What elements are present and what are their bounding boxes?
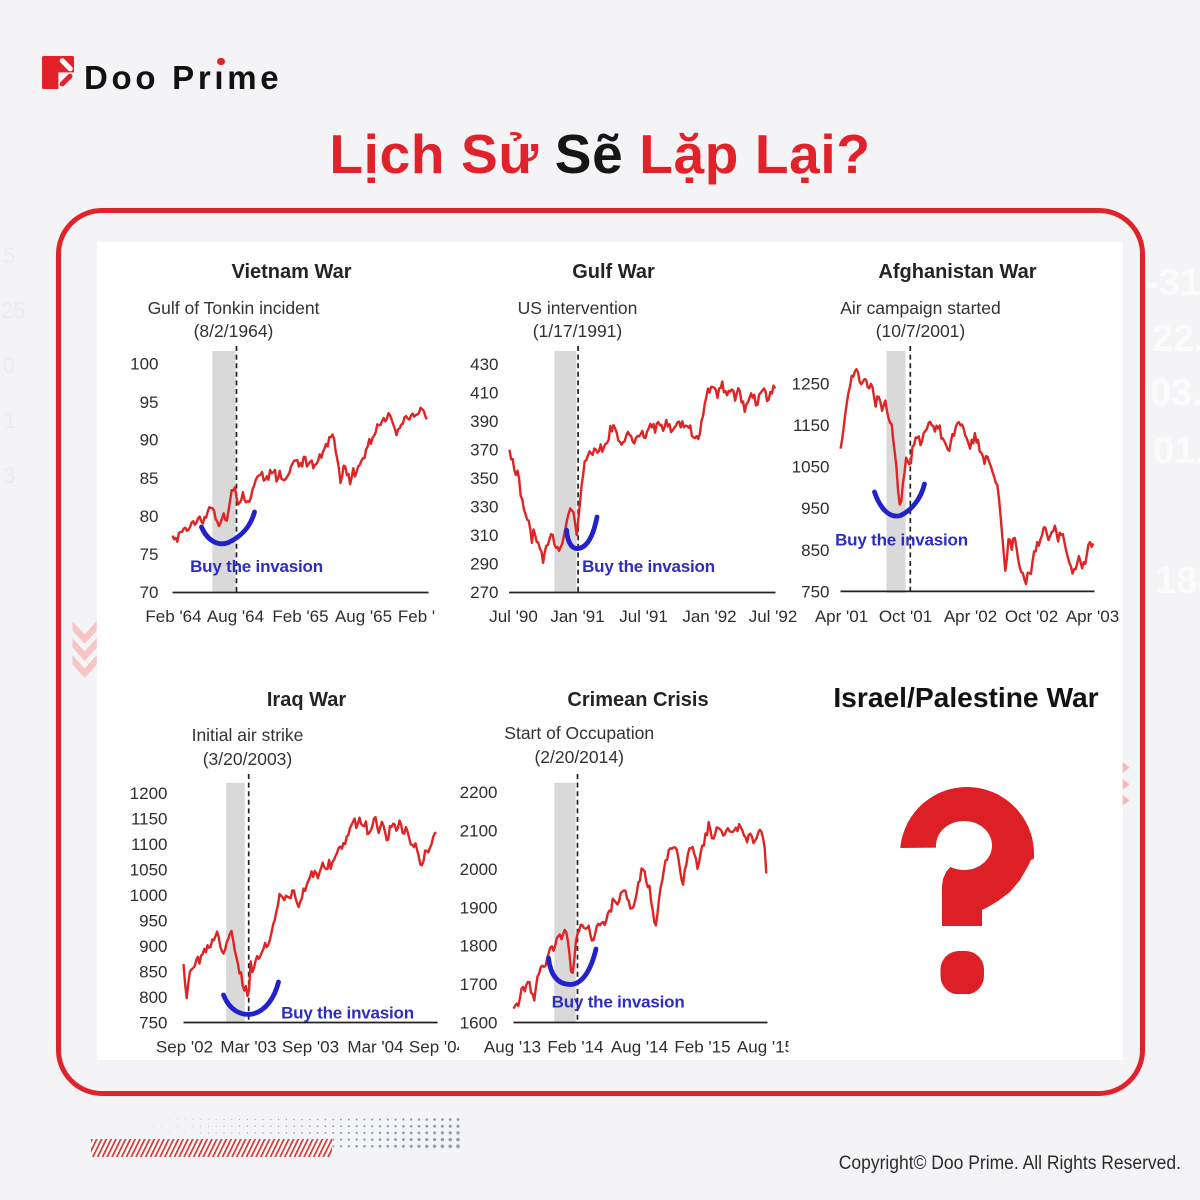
- svg-text:410: 410: [470, 384, 498, 403]
- svg-text:800: 800: [139, 988, 167, 1007]
- svg-text:Mar '03: Mar '03: [220, 1038, 276, 1057]
- svg-text:Aug '13: Aug '13: [483, 1038, 540, 1057]
- svg-text:950: 950: [139, 912, 167, 931]
- svg-text:Buy the invasion: Buy the invasion: [551, 993, 684, 1012]
- svg-text:270: 270: [470, 583, 498, 602]
- svg-text:(8/2/1964): (8/2/1964): [193, 321, 273, 341]
- svg-text:2000: 2000: [459, 860, 497, 879]
- svg-text:Buy the invasion: Buy the invasion: [190, 557, 323, 576]
- svg-text:1150: 1150: [792, 416, 829, 435]
- svg-text:390: 390: [470, 412, 498, 431]
- svg-text:Mar '04: Mar '04: [347, 1038, 403, 1057]
- svg-text:1900: 1900: [459, 898, 497, 917]
- svg-text:(1/17/1991): (1/17/1991): [532, 321, 622, 341]
- svg-text:75: 75: [139, 545, 158, 564]
- svg-text:90: 90: [139, 431, 158, 450]
- svg-text:1050: 1050: [791, 458, 829, 477]
- svg-text:Apr '02: Apr '02: [943, 607, 996, 626]
- svg-text:750: 750: [139, 1014, 167, 1033]
- svg-text:Apr '03: Apr '03: [1065, 607, 1118, 626]
- svg-text:850: 850: [139, 963, 167, 982]
- svg-text:Initial air strike: Initial air strike: [191, 725, 303, 745]
- svg-text:310: 310: [470, 526, 498, 545]
- svg-text:Feb '64: Feb '64: [145, 607, 201, 626]
- svg-text:Gulf of Tonkin incident: Gulf of Tonkin incident: [147, 298, 319, 318]
- svg-text:1000: 1000: [129, 886, 167, 905]
- svg-text:1250: 1250: [791, 374, 829, 393]
- svg-text:Aug '14: Aug '14: [610, 1038, 667, 1057]
- svg-text:Crimean Crisis: Crimean Crisis: [567, 689, 708, 711]
- svg-text:Gulf War: Gulf War: [572, 261, 655, 283]
- svg-text:370: 370: [470, 441, 498, 460]
- svg-text:1200: 1200: [129, 784, 167, 803]
- svg-text:Jan '91: Jan '91: [550, 607, 604, 626]
- svg-text:Sep '03: Sep '03: [281, 1038, 338, 1057]
- svg-text:Vietnam War: Vietnam War: [231, 261, 351, 283]
- svg-text:Oct '01: Oct '01: [878, 607, 931, 626]
- svg-text:Afghanistan War: Afghanistan War: [878, 261, 1036, 283]
- svg-text:900: 900: [139, 937, 167, 956]
- svg-text:(2/20/2014): (2/20/2014): [534, 747, 624, 767]
- svg-text:Buy the invasion: Buy the invasion: [281, 1004, 414, 1023]
- svg-text:1800: 1800: [459, 937, 497, 956]
- svg-text:Aug '64: Aug '64: [206, 607, 263, 626]
- svg-text:290: 290: [470, 555, 498, 574]
- svg-text:70: 70: [139, 583, 158, 602]
- svg-text:Air campaign started: Air campaign started: [840, 298, 1001, 318]
- svg-text:2200: 2200: [459, 783, 497, 802]
- svg-text:100: 100: [130, 355, 158, 374]
- svg-text:Jul '92: Jul '92: [748, 607, 797, 626]
- svg-text:950: 950: [801, 499, 829, 518]
- svg-text:2100: 2100: [459, 822, 497, 841]
- svg-text:Aug '15: Aug '15: [736, 1038, 793, 1057]
- svg-text:1050: 1050: [129, 861, 167, 880]
- svg-text:Feb '15: Feb '15: [674, 1038, 730, 1057]
- svg-text:Buy the invasion: Buy the invasion: [582, 557, 715, 576]
- svg-text:Jan '92: Jan '92: [682, 607, 736, 626]
- svg-text:(10/7/2001): (10/7/2001): [875, 321, 965, 341]
- svg-text:(3/20/2003): (3/20/2003): [202, 749, 292, 769]
- svg-text:Jul '91: Jul '91: [619, 607, 668, 626]
- svg-text:80: 80: [139, 507, 158, 526]
- svg-text:Sep '02: Sep '02: [155, 1038, 212, 1057]
- svg-text:Buy the invasion: Buy the invasion: [835, 531, 968, 550]
- svg-text:850: 850: [801, 541, 829, 560]
- svg-text:Aug '65: Aug '65: [334, 607, 391, 626]
- svg-text:85: 85: [139, 469, 158, 488]
- svg-text:1700: 1700: [459, 975, 497, 994]
- svg-text:US intervention: US intervention: [517, 298, 637, 318]
- svg-text:750: 750: [801, 582, 829, 601]
- svg-text:Sep '04: Sep '04: [408, 1038, 465, 1057]
- svg-text:430: 430: [470, 355, 498, 374]
- svg-text:330: 330: [470, 498, 498, 517]
- svg-text:Jul '90: Jul '90: [489, 607, 538, 626]
- svg-text:350: 350: [470, 469, 498, 488]
- svg-text:Apr '01: Apr '01: [814, 607, 867, 626]
- svg-text:Iraq War: Iraq War: [266, 689, 345, 711]
- svg-text:Feb '14: Feb '14: [547, 1038, 603, 1057]
- svg-text:Start of Occupation: Start of Occupation: [504, 723, 654, 743]
- svg-text:Feb '65: Feb '65: [272, 607, 328, 626]
- svg-text:Oct '02: Oct '02: [1004, 607, 1057, 626]
- svg-text:1150: 1150: [130, 810, 167, 829]
- svg-text:1600: 1600: [459, 1014, 497, 1033]
- svg-text:1100: 1100: [130, 835, 167, 854]
- svg-text:95: 95: [139, 393, 158, 412]
- svg-text:Feb '66: Feb '66: [397, 607, 453, 626]
